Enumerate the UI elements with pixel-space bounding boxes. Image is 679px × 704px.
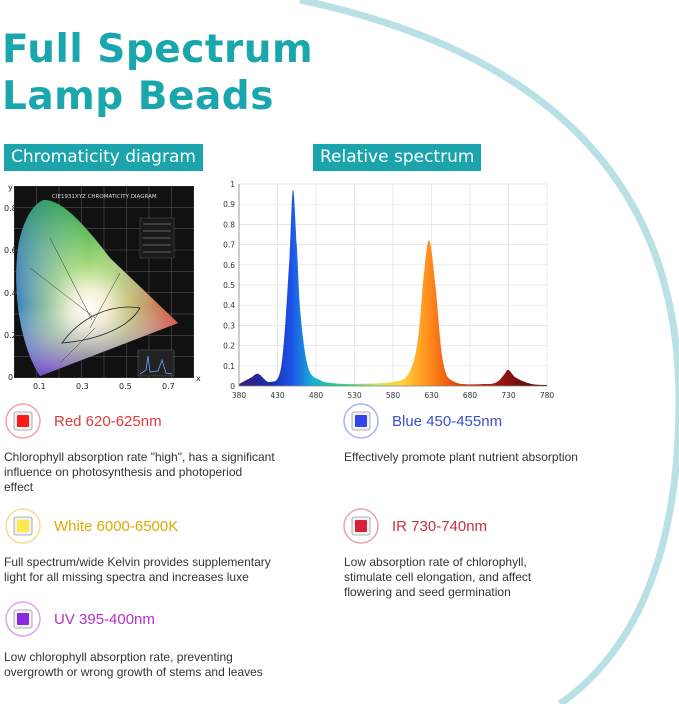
led-ir-header: IR 730-740nm: [342, 507, 487, 545]
led-red-header: Red 620-625nm: [4, 402, 162, 440]
spectrum-y-tick: 0: [230, 382, 235, 391]
chromaticity-section-label: Chromaticity diagram: [4, 144, 203, 171]
spectrum-y-tick: 0.6: [223, 261, 235, 270]
spectrum-axes: 0 0.1 0.2 0.3 0.4 0.5 0.6 0.7 0.8 0.9 1 380 430 480 53…: [223, 180, 554, 400]
y-tick: 0: [8, 373, 13, 382]
desc-line: Low absorption rate of chlorophyll,: [344, 555, 527, 569]
uv-led-chip-icon: [5, 601, 41, 637]
spectrum-y-tick: 0.5: [223, 281, 235, 290]
spectrum-x-tick: 780: [540, 391, 555, 400]
led-ir-description: Low absorption rate of chlorophyll, stim…: [344, 555, 644, 600]
led-red-description: Chlorophyll absorption rate "high", has …: [4, 450, 324, 495]
desc-line: stimulate cell elongation, and affect: [344, 570, 532, 584]
ir-led-chip-icon: [343, 508, 379, 544]
spectrum-x-tick: 680: [463, 391, 478, 400]
spectrum-axis-line: [238, 184, 547, 387]
y-tick: 0.6: [4, 246, 17, 255]
spectrum-x-tick: 530: [347, 391, 362, 400]
page-title: Full Spectrum Lamp Beads: [2, 26, 313, 120]
spectrum-y-tick: 0.3: [223, 321, 235, 330]
led-blue-name: Blue 450-455nm: [392, 412, 503, 430]
spectrum-y-tick: 0.1: [223, 362, 235, 371]
spectrum-chart: 0 0.1 0.2 0.3 0.4 0.5 0.6 0.7 0.8 0.9 1 380 430 480 53…: [222, 176, 567, 409]
led-uv-header: UV 395-400nm: [4, 600, 155, 638]
desc-line: effect: [4, 480, 34, 494]
spectrum-y-tick: 0.7: [223, 241, 235, 250]
desc-line: Effectively promote plant nutrient absor…: [344, 450, 578, 464]
spectrum-x-tick: 480: [309, 391, 324, 400]
spectrum-section-label: Relative spectrum: [313, 144, 482, 171]
led-red-name: Red 620-625nm: [54, 412, 162, 430]
led-white-description: Full spectrum/wide Kelvin provides suppl…: [4, 555, 334, 585]
chromaticity-inset: [137, 349, 175, 377]
white-led-chip-icon: [5, 508, 41, 544]
spectrum-svg: 0 0.1 0.2 0.3 0.4 0.5 0.6 0.7 0.8 0.9 1 380 430 480 53…: [223, 180, 554, 400]
chromaticity-title: CIE1931XYZ CHROMATICITY DIAGRAM: [52, 194, 157, 200]
spectrum-x-tick: 430: [270, 391, 285, 400]
y-tick: 0.2: [4, 331, 17, 340]
spectrum-x-tick: 580: [386, 391, 401, 400]
led-white-name: White 6000-6500K: [54, 517, 179, 535]
desc-line: Low chlorophyll absorption rate, prevent…: [4, 650, 233, 664]
spectrum-y-tick: 0.8: [223, 220, 235, 229]
desc-line: influence on photosynthesis and photoper…: [4, 465, 243, 479]
page-title-line-1: Full Spectrum: [2, 27, 314, 72]
desc-line: Chlorophyll absorption rate "high", has …: [4, 450, 275, 464]
spectrum-y-tick: 0.9: [223, 200, 235, 209]
spectrum-x-tick: 380: [232, 391, 247, 400]
chromaticity-diagram: CIE1931XYZ CHROMATICITY DIAGRAM y x 0.8 …: [0, 178, 210, 395]
y-tick: 0.4: [4, 289, 17, 298]
blue-led-chip-icon: [343, 403, 379, 439]
chromaticity-legend: [139, 217, 175, 259]
led-blue-header: Blue 450-455nm: [342, 402, 502, 440]
x-tick: 0.3: [76, 382, 89, 390]
led-uv-description: Low chlorophyll absorption rate, prevent…: [4, 650, 334, 680]
spectrum-y-tick: 0.4: [223, 301, 235, 310]
y-tick: 0.8: [4, 204, 17, 213]
desc-line: light for all missing spectra and increa…: [4, 570, 249, 584]
spectrum-x-tick: 730: [501, 391, 516, 400]
page-title-line-2: Lamp Beads: [2, 74, 274, 119]
led-blue-description: Effectively promote plant nutrient absor…: [344, 450, 674, 465]
x-tick: 0.7: [162, 382, 175, 390]
desc-line: Full spectrum/wide Kelvin provides suppl…: [4, 555, 271, 569]
chromaticity-svg: CIE1931XYZ CHROMATICITY DIAGRAM y x 0.8 …: [4, 183, 201, 391]
x-axis-letter: x: [196, 374, 201, 383]
y-axis-letter: y: [8, 183, 13, 192]
led-uv-name: UV 395-400nm: [54, 610, 155, 628]
spectrum-y-tick: 1: [230, 180, 235, 189]
chromaticity-gamut: [16, 200, 179, 376]
desc-line: overgrowth or wrong growth of stems and …: [4, 665, 263, 679]
led-white-header: White 6000-6500K: [4, 507, 178, 545]
red-led-chip-icon: [5, 403, 41, 439]
x-tick: 0.5: [119, 382, 132, 390]
spectrum-y-tick: 0.2: [223, 342, 235, 351]
led-ir-name: IR 730-740nm: [392, 517, 488, 535]
desc-line: flowering and seed germination: [344, 585, 511, 599]
x-tick: 0.1: [33, 382, 46, 390]
spectrum-x-tick: 630: [424, 391, 439, 400]
